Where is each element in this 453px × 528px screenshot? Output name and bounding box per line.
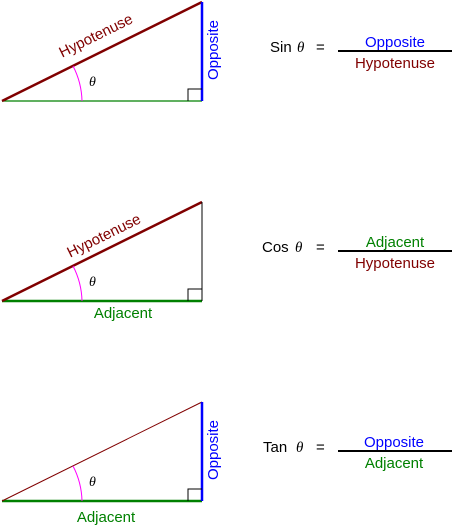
cos-panel: θ Hypotenuse Adjacent Cos θ = Adjacent H… [1,200,452,322]
sin-func-name: Sin [270,39,292,56]
tan-equals-sign: = [316,439,325,456]
sin-panel: θ Hypotenuse Opposite Sin θ = Opposite H… [1,0,452,103]
tan-adjacent-label: Adjacent [77,509,136,526]
tan-panel: θ Opposite Adjacent Tan θ = Opposite Adj… [1,401,452,526]
sin-denominator: Hypotenuse [355,55,435,72]
sin-equation: Sin θ = Opposite Hypotenuse [270,34,452,72]
cos-denominator: Hypotenuse [355,255,435,272]
sin-opposite-label: Opposite [205,20,222,80]
cos-adjacent-label: Adjacent [94,305,153,322]
cos-angle-theta: θ [89,275,96,290]
tan-equation: Tan θ = Opposite Adjacent [263,434,452,472]
cos-equals-sign: = [316,239,325,256]
tan-triangle: θ Opposite Adjacent [1,401,222,526]
cos-angle-arc [72,265,83,302]
tan-numerator: Opposite [364,434,424,451]
tan-denominator: Adjacent [365,455,424,472]
sin-numerator: Opposite [365,34,425,51]
cos-hypotenuse-side [1,200,203,303]
cos-func-theta: θ [295,240,303,256]
cos-equation: Cos θ = Adjacent Hypotenuse [262,234,452,272]
sin-right-angle-marker [187,88,202,101]
tan-func-name: Tan [263,439,287,456]
tan-func-theta: θ [296,440,304,456]
tan-right-angle-marker [187,488,202,501]
tan-angle-theta: θ [89,475,96,490]
sin-triangle: θ Hypotenuse Opposite [1,0,222,103]
sin-angle-theta: θ [89,75,96,90]
tan-opposite-label: Opposite [205,420,222,480]
cos-numerator: Adjacent [366,234,425,251]
sin-angle-arc [72,65,83,102]
cos-right-angle-marker [187,288,202,301]
cos-triangle: θ Hypotenuse Adjacent [1,200,203,322]
tan-angle-arc [72,465,83,502]
sin-func-theta: θ [297,40,305,56]
sin-hypotenuse-side [1,0,203,103]
tan-hypotenuse-side [1,401,203,502]
sin-equals-sign: = [316,39,325,56]
cos-func-name: Cos [262,239,289,256]
